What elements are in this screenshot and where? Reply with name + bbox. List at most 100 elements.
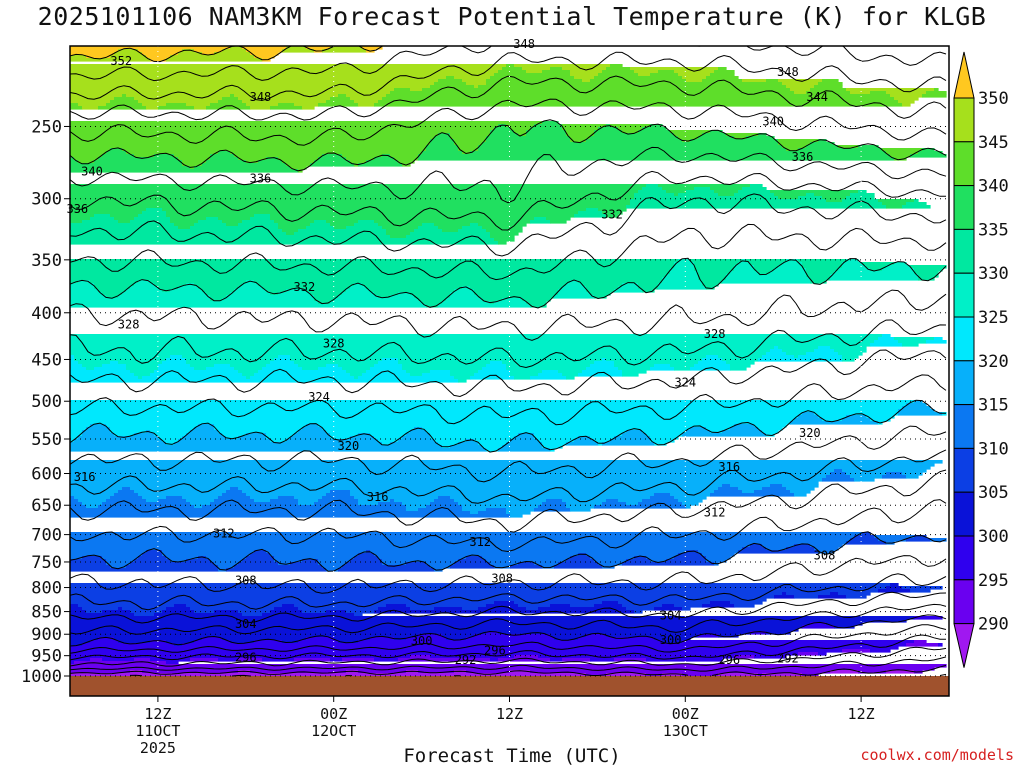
contour-line — [70, 257, 947, 309]
contour-line — [70, 170, 947, 231]
contour-label: 328 — [118, 317, 140, 331]
contour-line — [70, 289, 947, 341]
contour-label: 332 — [294, 280, 316, 294]
colorbar-tick-label: 290 — [978, 615, 1009, 635]
colorbar-segment — [953, 447, 975, 493]
contour-line — [70, 119, 947, 172]
y-tick-label: 300 — [31, 190, 62, 210]
contour-label: 336 — [66, 202, 88, 216]
y-tick-label: 500 — [31, 392, 62, 412]
contour-label: 308 — [235, 574, 257, 588]
colorbar-tick-label: 315 — [978, 396, 1009, 416]
colorbar-max-arrow — [953, 51, 975, 99]
x-tick-label: 2025 — [140, 739, 176, 757]
x-tick-label: 13OCT — [663, 722, 708, 740]
colorbar-segment — [953, 404, 975, 449]
y-tick-label: 450 — [31, 350, 62, 370]
site-credit[interactable]: coolwx.com/models — [860, 746, 1014, 764]
contour-label: 348 — [513, 37, 535, 51]
colorbar-segment — [953, 228, 975, 274]
contour-label: 352 — [110, 54, 132, 68]
colorbar-segment — [953, 97, 975, 143]
contour-line — [129, 673, 947, 677]
contour-label: 308 — [814, 549, 836, 563]
contour-label: 320 — [799, 426, 821, 440]
contour-label: 340 — [81, 164, 103, 178]
y-tick-label: 400 — [31, 304, 62, 324]
colorbar-segment — [953, 360, 975, 406]
contour-line — [70, 624, 947, 654]
chart-title: 2025101106 NAM3KM Forecast Potential Tem… — [37, 2, 987, 31]
contour-label: 328 — [323, 336, 345, 350]
grid-lines — [70, 46, 949, 677]
contour-label: 312 — [469, 535, 491, 549]
x-tick-label: 11OCT — [135, 722, 180, 740]
contour-label: 308 — [491, 572, 513, 586]
colorbar-segment — [953, 535, 975, 581]
contour-line — [70, 656, 947, 672]
contour-label: 300 — [411, 634, 433, 648]
ground-strip — [70, 676, 949, 696]
contour-label: 312 — [704, 505, 726, 519]
colorbar: 290 295 300 305 310 315 320 325 330 335 340 345 350 — [953, 51, 1009, 668]
y-tick-label: 700 — [31, 526, 62, 546]
contour-line — [70, 46, 947, 82]
contour-line — [70, 531, 947, 572]
contour-line — [70, 603, 947, 635]
contour-label: 316 — [367, 490, 389, 504]
colorbar-tick-label: 300 — [978, 527, 1009, 547]
y-tick-label: 850 — [31, 603, 62, 623]
contour-label: 336 — [792, 150, 814, 164]
colorbar-tick-label: 350 — [978, 89, 1009, 109]
x-tick-label: 00Z — [672, 705, 699, 723]
contour-label: 324 — [308, 390, 330, 404]
colorbar-tick-label: 320 — [978, 352, 1009, 372]
colorbar-segment — [953, 579, 975, 625]
colorbar-tick-label: 340 — [978, 177, 1009, 197]
contour-line — [70, 319, 947, 369]
contour-label: 320 — [338, 439, 360, 453]
colorbar-tick-label: 330 — [978, 264, 1009, 284]
contour-line — [70, 555, 947, 594]
y-tick-label: 550 — [31, 430, 62, 450]
contour-label: 296 — [718, 653, 740, 667]
colorbar-segment — [953, 316, 975, 362]
contour-label: 296 — [235, 651, 257, 665]
contour-label: 300 — [660, 633, 682, 647]
y-tick-label: 950 — [31, 647, 62, 667]
colorbar-segment — [953, 141, 975, 187]
contour-line — [70, 75, 947, 121]
contour-line — [70, 573, 947, 611]
contour-line — [70, 499, 947, 553]
colorbar-min-arrow — [953, 623, 975, 668]
contour-line — [70, 425, 947, 483]
colorbar-tick-label: 305 — [978, 483, 1009, 503]
contour-line — [70, 193, 947, 257]
contour-label: 292 — [455, 653, 477, 667]
contour-line — [70, 399, 946, 453]
contour-line — [70, 374, 947, 426]
y-tick-label: 750 — [31, 553, 62, 573]
contour-line — [70, 614, 947, 647]
contour-label: 324 — [674, 376, 696, 390]
y-tick-label: 1000 — [21, 667, 62, 687]
contour-label: 348 — [777, 65, 799, 79]
contour-line — [70, 223, 947, 281]
x-tick-label: 12Z — [848, 705, 875, 723]
contour-label: 304 — [235, 617, 257, 631]
contour-line — [70, 51, 947, 101]
contour-line — [100, 38, 268, 43]
filled-contours — [70, 46, 947, 677]
colorbar-tick-label: 335 — [978, 220, 1009, 240]
colorbar-tick-label: 345 — [978, 133, 1009, 153]
contour-label: 304 — [660, 608, 682, 622]
colorbar-segment — [953, 491, 975, 537]
contour-label: 312 — [213, 526, 235, 540]
contour-label: 328 — [704, 327, 726, 341]
y-tick-label: 900 — [31, 625, 62, 645]
x-tick-label: 12Z — [144, 705, 171, 723]
contour-label: 332 — [601, 207, 623, 221]
contour-label: 340 — [762, 115, 784, 129]
contour-line — [70, 634, 947, 661]
